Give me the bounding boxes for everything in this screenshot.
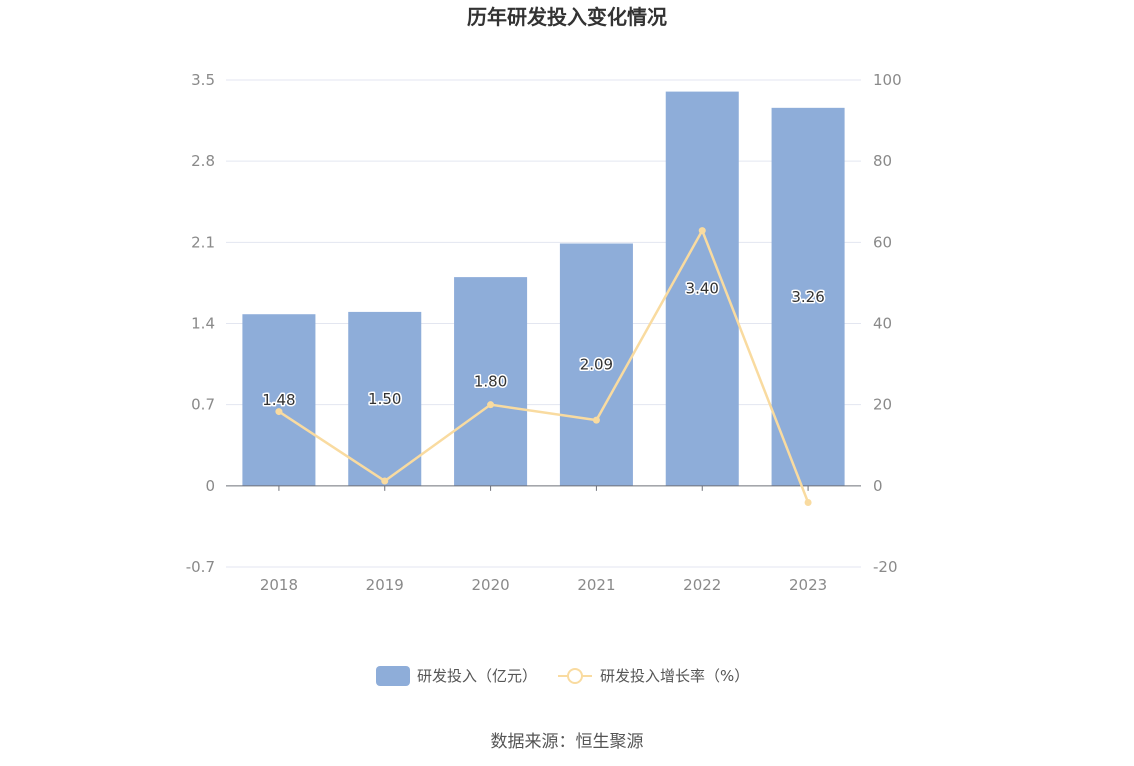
legend-bar-swatch	[376, 666, 410, 686]
bar-value-label: 3.40	[686, 280, 719, 298]
line-point	[487, 401, 495, 409]
left-tick-label: -0.7	[186, 558, 215, 576]
line-point	[804, 498, 812, 506]
bar	[242, 314, 316, 486]
legend-item-line[interactable]: 研发投入增长率（%）	[558, 667, 749, 685]
left-tick-label: 3.5	[191, 71, 215, 89]
right-tick-label: -20	[873, 558, 898, 576]
legend-line-marker	[567, 668, 583, 684]
x-tick-label: 2023	[789, 576, 827, 594]
left-tick-label: 2.8	[191, 152, 215, 170]
x-tick-label: 2021	[577, 576, 615, 594]
bar-data-labels: 1.48 1.50 1.80 2.09 3.40 3.26	[261, 278, 827, 410]
line-point	[275, 408, 283, 416]
right-tick-label: 20	[873, 396, 892, 414]
bar-value-label: 1.48	[262, 391, 295, 409]
growth-line	[278, 227, 810, 503]
right-axis-ticks: -20 0 20 40 60 80 100	[873, 71, 902, 576]
right-tick-label: 60	[873, 233, 892, 251]
left-tick-label: 0.7	[191, 396, 215, 414]
left-tick-label: 0	[205, 477, 215, 495]
line-point	[592, 416, 600, 424]
right-tick-label: 80	[873, 152, 892, 170]
left-axis-ticks: -0.7 0 0.7 1.4 2.1 2.8 3.5	[186, 71, 215, 576]
x-axis	[226, 485, 861, 491]
legend-item-bar[interactable]: 研发投入（亿元）	[376, 666, 537, 686]
bar-value-label: 1.50	[368, 390, 401, 408]
bar-value-label: 3.26	[791, 288, 824, 306]
bar-value-label: 1.80	[474, 372, 507, 390]
grid-lines	[226, 79, 861, 568]
line-series	[275, 227, 812, 506]
legend-line-label: 研发投入增长率（%）	[600, 667, 749, 685]
x-tick-label: 2019	[366, 576, 404, 594]
source-note: 数据来源：恒生聚源	[491, 732, 644, 752]
bar	[771, 107, 845, 486]
bar-value-label: 2.09	[580, 356, 613, 374]
x-tick-label: 2022	[683, 576, 721, 594]
legend-bar-label: 研发投入（亿元）	[417, 667, 537, 685]
bar	[665, 91, 739, 486]
x-axis-ticks: 2018 2019 2020 2021 2022 2023	[260, 576, 827, 594]
x-tick-label: 2020	[471, 576, 509, 594]
left-tick-label: 1.4	[191, 315, 215, 333]
bar	[559, 243, 633, 486]
right-tick-label: 0	[873, 477, 883, 495]
right-tick-label: 40	[873, 315, 892, 333]
x-tick-label: 2018	[260, 576, 298, 594]
chart-title: 历年研发投入变化情况	[467, 5, 667, 29]
right-tick-label: 100	[873, 71, 902, 89]
bar	[454, 277, 528, 486]
line-point	[381, 477, 389, 485]
left-tick-label: 2.1	[191, 233, 215, 251]
legend: 研发投入（亿元） 研发投入增长率（%）	[376, 666, 749, 686]
bar	[348, 311, 422, 486]
bar-series	[242, 91, 845, 486]
line-point	[698, 227, 706, 235]
